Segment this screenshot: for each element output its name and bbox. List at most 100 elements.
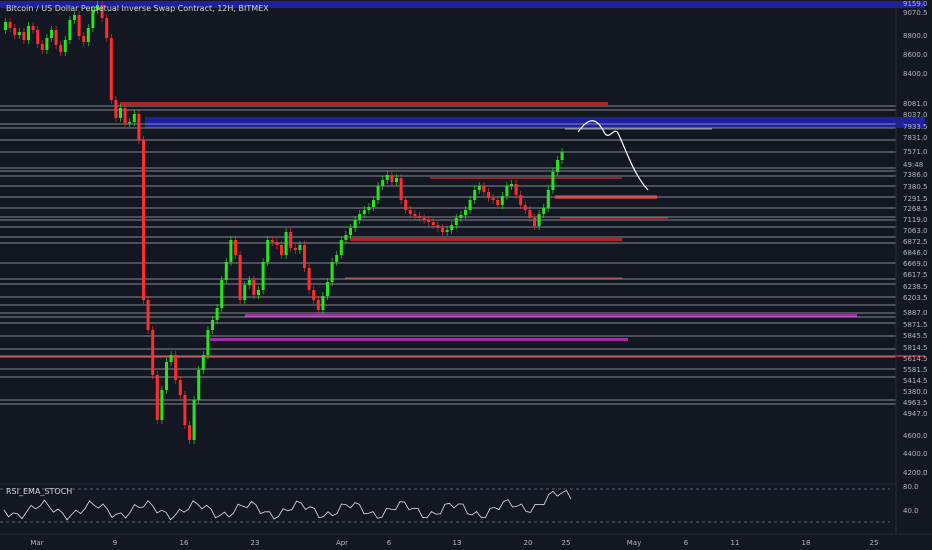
candle-body [385, 175, 389, 180]
candle-body [390, 175, 394, 182]
candle-body [344, 235, 348, 240]
candle-body [381, 180, 385, 186]
price-axis-label: 7571.0 [903, 148, 928, 156]
candle-body [450, 225, 454, 230]
price-axis-label: 6872.5 [903, 238, 928, 246]
price-axis-label: 4963.5 [903, 399, 928, 407]
price-axis-label: 7063.0 [903, 227, 928, 235]
time-axis-label: 16 [180, 539, 189, 547]
candle-body [91, 10, 95, 28]
time-axis-label: Mar [30, 539, 43, 547]
candle-body [298, 245, 302, 250]
projection-path [577, 120, 649, 191]
candle-body [487, 192, 490, 198]
candle-body [533, 218, 536, 226]
candle-body [560, 152, 564, 160]
candle-body [473, 190, 477, 200]
candle-body [510, 184, 513, 186]
price-axis-label: 7831.0 [903, 134, 928, 142]
time-axis-label: 13 [453, 539, 462, 547]
candle-body [119, 108, 122, 118]
candle-body [211, 320, 214, 330]
candle-body [431, 222, 435, 225]
price-axis-label: 5614.5 [903, 355, 928, 363]
price-axis-label: 8600.0 [903, 51, 928, 59]
candle-body [445, 230, 449, 232]
candle-body [77, 15, 81, 36]
candle-body [224, 262, 228, 280]
candle-body [395, 178, 398, 182]
candle-body [551, 172, 555, 190]
price-axis-label: 5871.5 [903, 321, 928, 329]
zone-box [145, 117, 925, 128]
price-axis-label: 5380.0 [903, 388, 928, 396]
candle-body [247, 280, 251, 285]
price-axis-label: 5414.5 [903, 377, 928, 385]
candle-body [50, 30, 53, 38]
candle-body [404, 200, 408, 210]
candle-body [316, 300, 320, 310]
candle-body [73, 15, 76, 20]
candle-body [243, 285, 247, 300]
candle-body [165, 362, 168, 390]
price-axis-label: 5845.5 [903, 332, 928, 340]
price-axis-label: 8037.0 [903, 111, 928, 119]
candle-body [4, 22, 7, 30]
time-axis-label: 6 [387, 539, 392, 547]
candle-body [542, 208, 546, 214]
candle-body [330, 262, 334, 282]
price-axis-label: 6669.0 [903, 260, 928, 268]
candle-body [367, 207, 371, 210]
candle-body [353, 220, 357, 228]
zone-box [560, 217, 668, 219]
candle-body [146, 300, 150, 330]
candle-body [284, 232, 288, 255]
candle-body [326, 282, 329, 296]
candle-body [556, 160, 559, 172]
candle-body [418, 216, 421, 218]
candle-body [399, 178, 403, 200]
time-axis-label: 23 [251, 539, 260, 547]
candle-body [54, 30, 58, 45]
time-axis-label: 11 [731, 539, 740, 547]
candle-body [27, 26, 30, 40]
candle-body [183, 395, 187, 425]
price-axis-label: 9159.0 [903, 0, 928, 8]
candle-body [109, 38, 113, 100]
candle-body [105, 18, 109, 38]
candle-body [537, 214, 541, 226]
time-axis-label: 25 [870, 539, 879, 547]
candle-body [114, 100, 118, 118]
time-axis-label: Apr [336, 539, 348, 547]
candle-body [413, 214, 417, 216]
candle-body [307, 268, 311, 290]
price-axis-label: 7291.5 [903, 195, 928, 203]
candle-body [464, 210, 467, 215]
indicator-title: RSI_EMA_STOCH [6, 487, 73, 496]
candle-body [82, 36, 86, 42]
candle-body [523, 205, 527, 210]
candle-body [123, 108, 127, 123]
price-axis-label: 4600.0 [903, 432, 928, 440]
candle-body [155, 375, 159, 420]
candle-body [31, 26, 35, 30]
zone-box [345, 277, 622, 279]
candle-body [335, 255, 339, 262]
candle-body [174, 355, 178, 380]
candle-body [500, 196, 504, 205]
time-axis-label: 18 [802, 539, 811, 547]
candle-body [63, 40, 67, 52]
price-axis-label: 5581.5 [903, 366, 928, 374]
candle-body [528, 210, 532, 218]
candle-body [17, 32, 21, 35]
zone-box [0, 1, 925, 8]
candle-body [188, 425, 191, 440]
price-axis-label: 6238.5 [903, 283, 928, 291]
candle-body [261, 262, 265, 290]
candle-body [201, 355, 205, 370]
candle-body [312, 290, 316, 300]
indicator-line [3, 489, 572, 521]
price-axis-label: 5887.0 [903, 309, 928, 317]
